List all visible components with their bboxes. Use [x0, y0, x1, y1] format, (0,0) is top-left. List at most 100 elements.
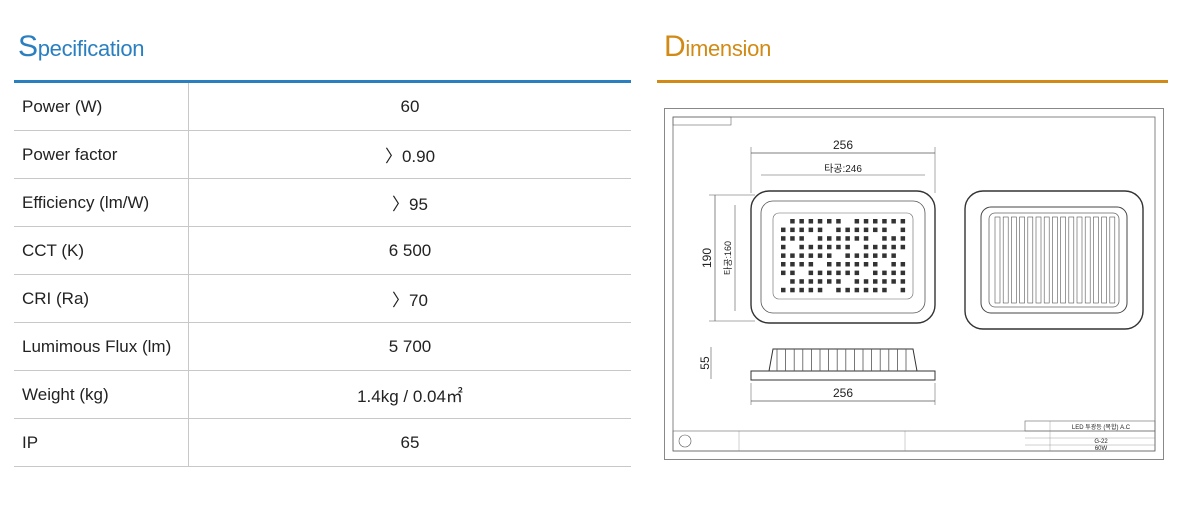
depth-label: 55: [698, 356, 712, 370]
led-chip: [882, 219, 887, 224]
led-chip: [882, 279, 887, 284]
led-chip: [781, 227, 786, 233]
spec-label: CRI (Ra): [14, 274, 189, 323]
title-rest: imension: [685, 36, 772, 61]
led-chip: [781, 253, 786, 258]
led-chip: [817, 244, 823, 250]
title-block-model: G-22: [1094, 439, 1108, 445]
led-chip: [873, 270, 878, 276]
led-chip: [900, 227, 906, 233]
led-chip: [845, 270, 850, 276]
title-rest: pecification: [37, 36, 145, 61]
heatsink-fin: [1076, 216, 1083, 304]
led-chip: [863, 219, 869, 224]
title-cap: S: [18, 30, 38, 63]
led-chip: [836, 270, 841, 276]
led-chip: [799, 253, 804, 258]
table-row: CRI (Ra) 〉70: [14, 274, 631, 323]
spec-label: Power factor: [14, 130, 189, 179]
height-label: 190: [700, 248, 714, 268]
spec-table: Power (W) 60 Power factor 〉0.90 Efficiency…: [14, 83, 631, 467]
led-chip: [817, 219, 823, 224]
led-chip: [799, 227, 804, 233]
led-chip: [891, 262, 896, 267]
led-chip: [790, 253, 795, 258]
led-chip: [891, 279, 896, 284]
back-view-outer: [964, 190, 1144, 330]
heatsink-fin: [1027, 216, 1034, 304]
heatsink-fin: [1035, 216, 1042, 304]
spec-value: 1.4kg / 0.04㎡: [188, 370, 631, 419]
led-chip: [790, 270, 795, 276]
dimension-rule: [657, 80, 1168, 83]
led-chip: [781, 270, 786, 276]
led-chip: [891, 236, 896, 241]
spec-value: 60: [188, 83, 631, 131]
led-chip: [808, 244, 814, 250]
led-chip: [891, 244, 896, 250]
led-chip: [781, 236, 786, 241]
led-chip: [836, 262, 841, 267]
title-block: [672, 430, 1156, 452]
heatsink-fin: [1060, 216, 1066, 304]
side-view-base: [750, 370, 936, 381]
heatsink-fin: [1011, 216, 1017, 304]
led-chip: [799, 244, 804, 250]
led-chip: [827, 270, 832, 276]
led-chip: [873, 253, 878, 258]
heatsink-fin: [1109, 216, 1116, 304]
led-chip: [817, 287, 823, 293]
hole-width-label: 타공:246: [824, 163, 862, 175]
table-row: Power (W) 60: [14, 83, 631, 131]
led-chip: [836, 287, 841, 293]
led-chip: [845, 236, 850, 241]
led-chip: [863, 236, 869, 241]
led-chip: [827, 244, 832, 250]
led-chip: [836, 236, 841, 241]
led-chip: [882, 287, 887, 293]
table-row: Efficiency (lm/W) 〉95: [14, 178, 631, 227]
led-chip: [790, 219, 795, 224]
table-row: Power factor 〉0.90: [14, 130, 631, 179]
led-chip: [854, 279, 860, 284]
led-chip: [817, 227, 823, 233]
led-chip: [891, 253, 896, 258]
heatsink-fin: [1101, 216, 1107, 304]
led-chip: [790, 279, 795, 284]
heatsink-fin: [1019, 216, 1025, 304]
led-chip: [817, 253, 823, 258]
heatsink-fin: [1084, 216, 1091, 304]
heatsink-fin: [1068, 216, 1075, 304]
led-chip: [863, 244, 869, 250]
led-chip: [854, 287, 860, 293]
led-chip: [900, 279, 906, 284]
led-chip: [799, 279, 804, 284]
led-chip: [845, 262, 850, 267]
led-chip: [790, 287, 795, 293]
led-chip: [827, 279, 832, 284]
led-chip: [827, 236, 832, 241]
heatsink-fin: [1043, 216, 1050, 304]
spec-value: 〉95: [188, 178, 631, 227]
led-chip: [873, 287, 878, 293]
table-row: Weight (kg) 1.4kg / 0.04㎡: [14, 370, 631, 419]
specification-rule: [14, 80, 631, 83]
heatsink-fin: [994, 216, 1001, 304]
width-label: 256: [833, 138, 853, 152]
led-chip: [900, 219, 906, 224]
led-chip: [854, 253, 860, 258]
led-chip: [873, 227, 878, 233]
back-view-inner: [980, 206, 1128, 314]
led-chip: [799, 262, 804, 267]
led-chip: [781, 287, 786, 293]
led-chip: [863, 262, 869, 267]
led-chip: [836, 219, 841, 224]
led-chip: [863, 227, 869, 233]
table-row: Lumimous Flux (lm) 5 700: [14, 322, 631, 371]
led-chip: [854, 236, 860, 241]
spec-label: Weight (kg): [14, 370, 189, 419]
specification-title: Specification: [18, 30, 144, 64]
led-chip: [891, 270, 896, 276]
led-chip: [827, 219, 832, 224]
drawing-svg: 256 타공:246 190 타공:160 55 256: [672, 116, 1156, 452]
